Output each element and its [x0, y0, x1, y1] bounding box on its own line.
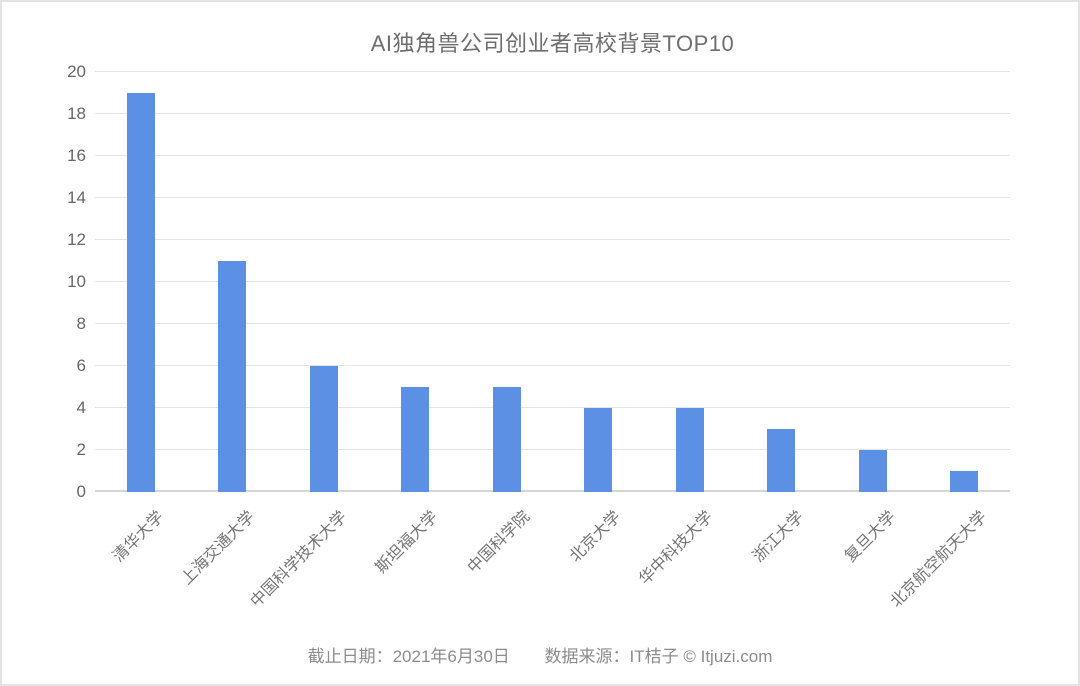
footer: 截止日期：2021年6月30日 数据来源：IT桔子 © Itjuzi.com	[2, 642, 1078, 667]
y-tick-label: 12	[67, 230, 86, 249]
bar-中国科学院	[492, 387, 521, 492]
y-tick-label: 6	[76, 356, 86, 375]
bar-中国科学技术大学	[309, 366, 338, 492]
bar-斯坦福大学	[401, 387, 430, 492]
gridline	[95, 323, 1010, 324]
y-tick-label: 2	[76, 440, 86, 459]
bar-华中科技大学	[675, 408, 704, 492]
plot-area	[95, 71, 1010, 492]
x-axis-label: 中国科学技术大学	[247, 508, 351, 611]
gridline	[95, 281, 1010, 282]
bar-浙江大学	[767, 429, 796, 492]
chart-title: AI独角兽公司创业者高校背景TOP10	[370, 31, 735, 56]
x-axis: 清华大学 上海交通大学 中国科学技术大学 斯坦福大学 中国科学院 北京大学 华中科技大学 浙江…	[95, 492, 1010, 642]
footer-source-label: 数据来源：IT桔子 © Itjuzi.com	[544, 647, 773, 666]
x-axis-label: 上海交通大学	[178, 508, 259, 589]
x-axis-label: 复旦大学	[841, 508, 900, 566]
x-axis-label: 浙江大学	[750, 508, 808, 566]
gridline	[95, 155, 1010, 156]
bar-清华大学	[126, 93, 155, 492]
y-tick-label: 10	[67, 272, 86, 291]
bar-北京航空航天大学	[950, 471, 979, 492]
x-axis-label: 北京大学	[567, 508, 625, 566]
bar-复旦大学	[858, 450, 887, 492]
gridline	[95, 239, 1010, 240]
y-tick-label: 20	[67, 62, 86, 81]
y-axis: 0 2 4 6 8 10 12 14 16 18 20	[2, 62, 86, 501]
gridline	[95, 365, 1010, 366]
footer-date-label: 截止日期：2021年6月30日	[307, 647, 510, 666]
x-axis-label: 中国科学院	[464, 508, 534, 577]
x-axis-line	[95, 490, 1010, 492]
bar-上海交通大学	[218, 261, 247, 492]
y-tick-label: 8	[76, 314, 86, 333]
gridline	[95, 407, 1010, 408]
x-axis-label: 华中科技大学	[636, 508, 717, 589]
bar-北京大学	[584, 408, 613, 492]
y-tick-label: 16	[67, 146, 86, 165]
x-axis-label: 斯坦福大学	[372, 508, 442, 577]
gridline	[95, 449, 1010, 450]
x-axis-label: 清华大学	[109, 508, 168, 566]
gridline	[95, 197, 1010, 198]
gridline	[95, 113, 1010, 114]
y-tick-label: 0	[76, 482, 86, 501]
gridline	[95, 71, 1010, 72]
y-tick-label: 18	[67, 104, 86, 123]
y-tick-label: 4	[76, 398, 86, 417]
y-tick-label: 14	[67, 188, 86, 207]
